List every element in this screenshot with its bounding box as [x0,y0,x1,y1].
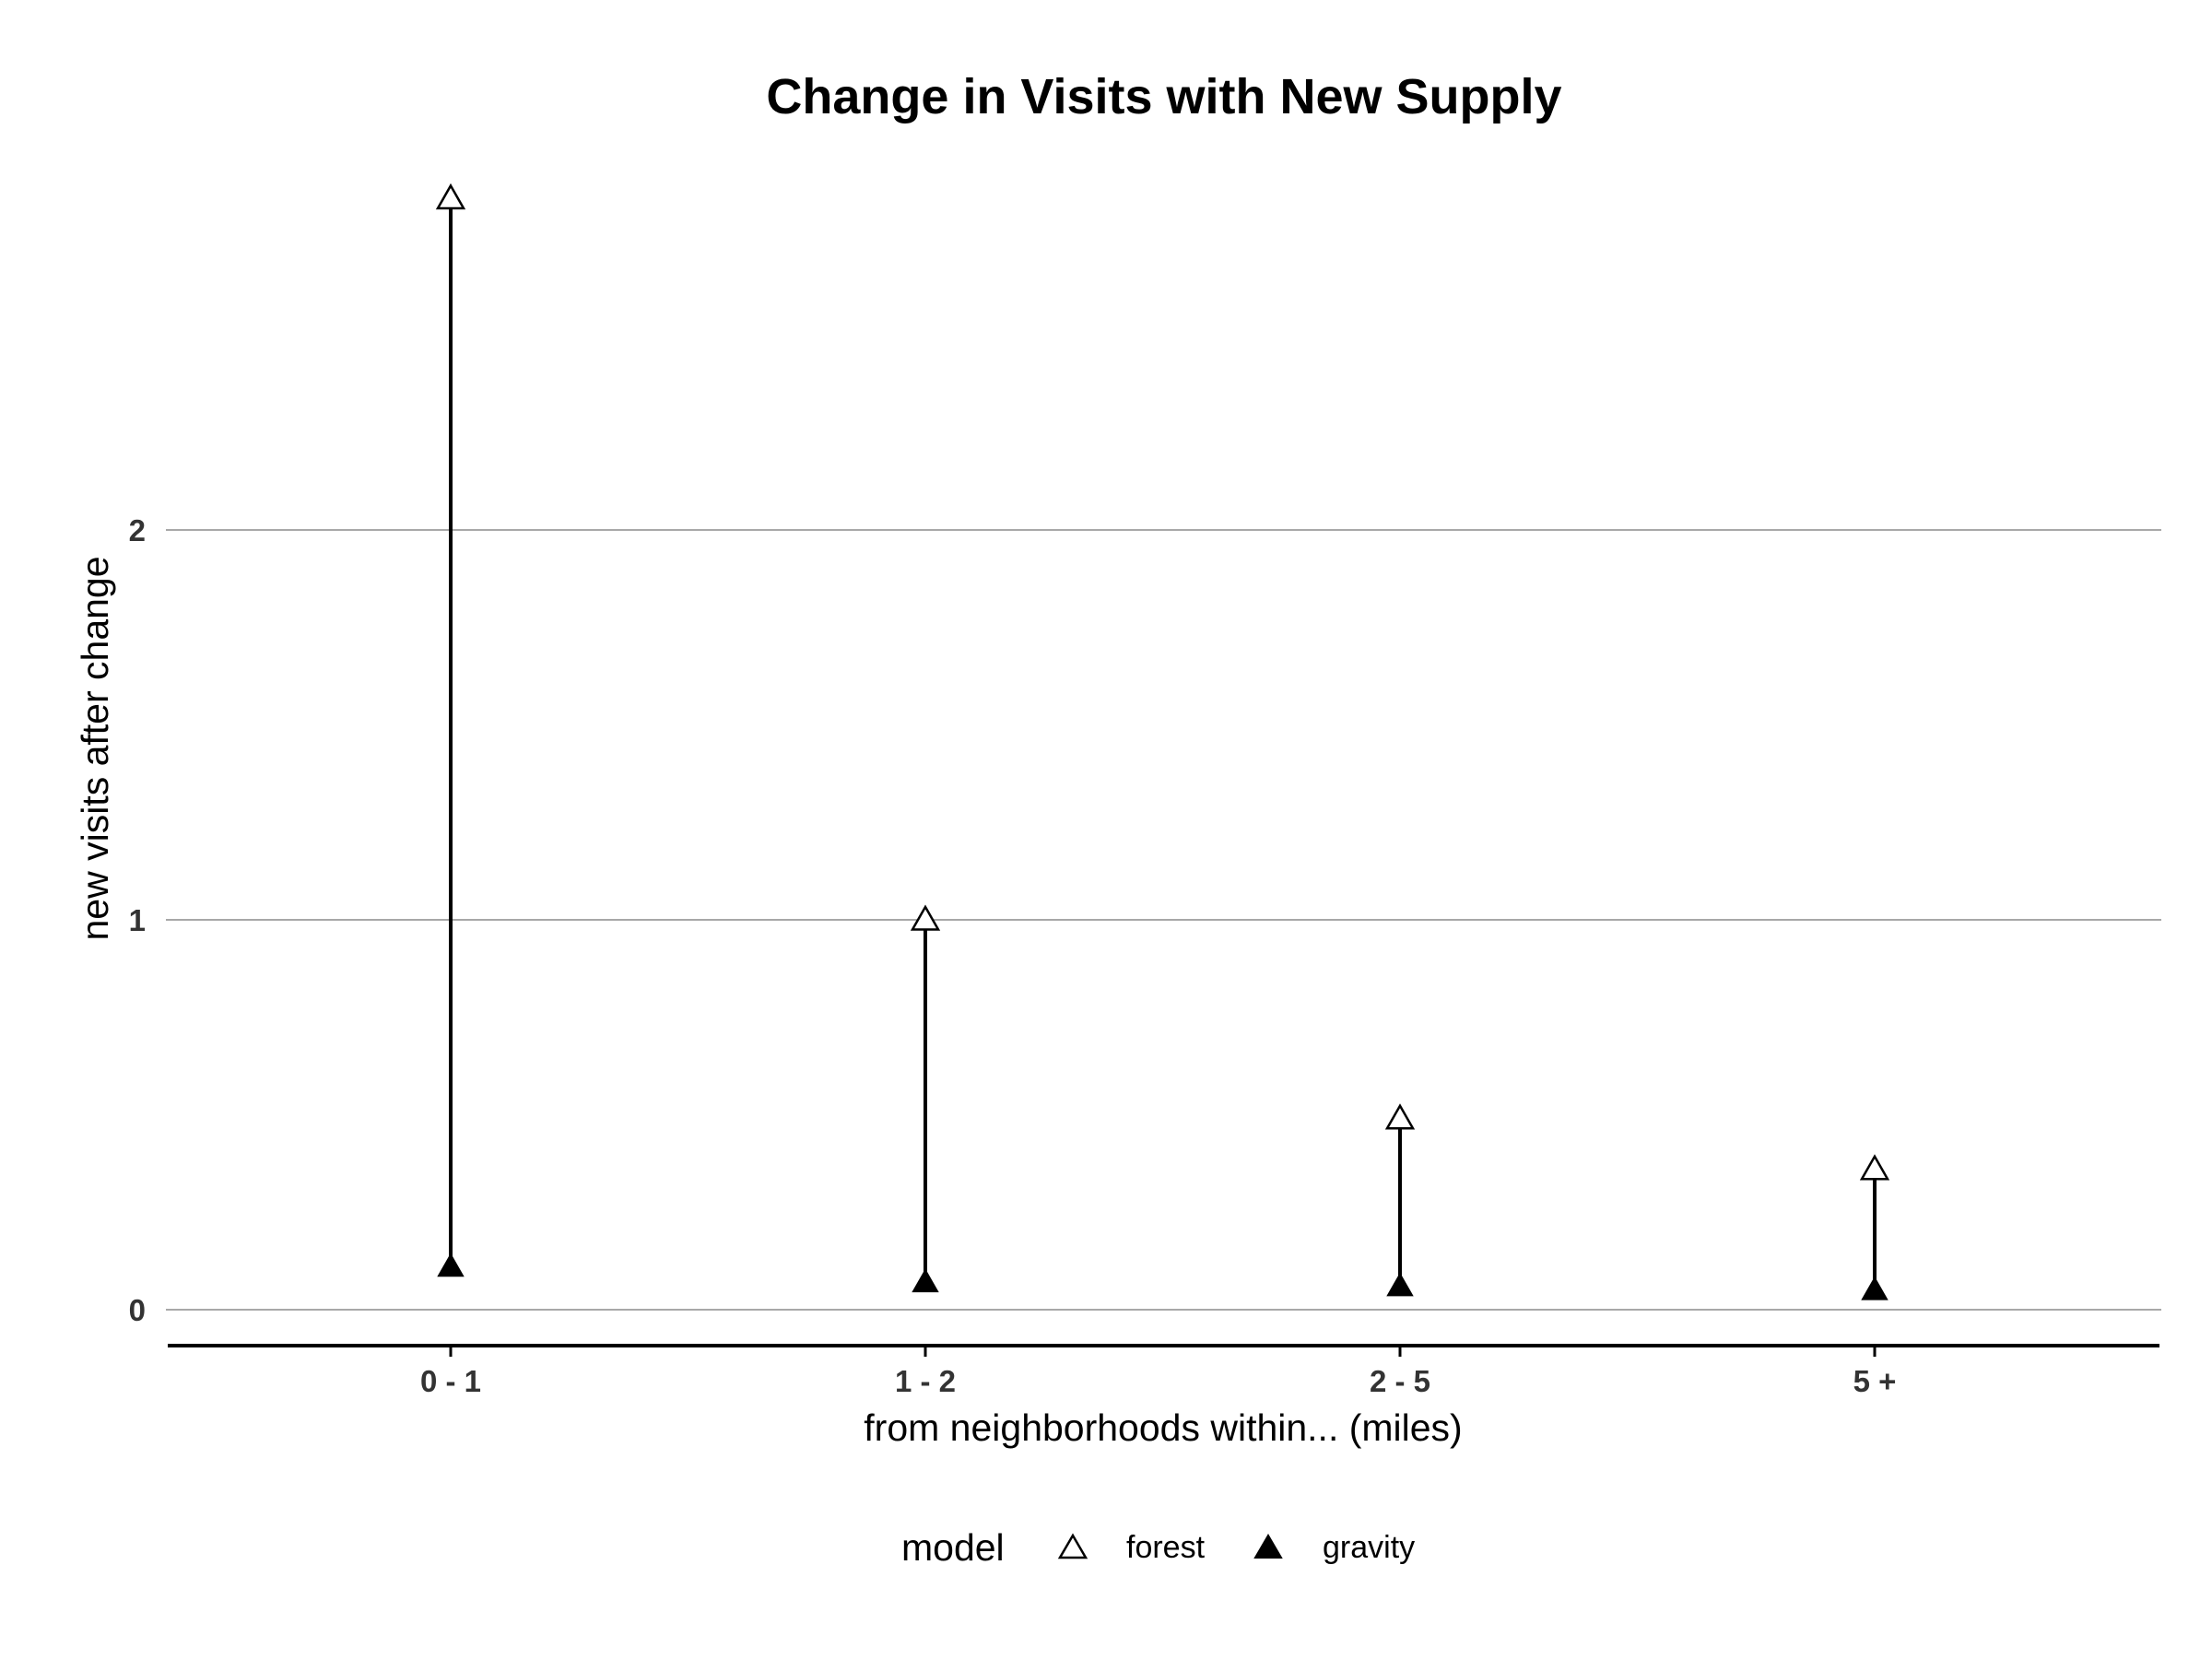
gravity-point [912,1268,939,1293]
y-tick-label: 2 [129,513,146,547]
legend-title: model [901,1526,1005,1569]
forest-point [435,182,466,210]
gravity-point [437,1253,465,1277]
forest-point [910,904,941,931]
forest-point [1384,1103,1416,1130]
x-tick-label: 2 - 5 [1370,1364,1430,1398]
y-tick-labels: 0 1 2 [129,513,146,1327]
data-points [435,182,1890,1300]
x-axis-title: from neighborhoods within... (miles) [864,1406,1462,1449]
x-tick-label: 5 + [1853,1364,1897,1398]
x-tick-labels: 0 - 1 1 - 2 2 - 5 5 + [420,1346,1896,1398]
legend-forest-open-triangle-icon [1057,1533,1088,1559]
y-tick-label: 1 [129,903,146,937]
legend-gravity-filled-triangle-icon [1253,1534,1283,1559]
x-tick-label: 0 - 1 [420,1364,481,1398]
lollipop-stems [449,198,1877,1290]
gravity-point [1861,1276,1888,1300]
y-tick-label: 0 [129,1293,146,1327]
legend-label-forest: forest [1126,1530,1206,1565]
gravity-point [1386,1272,1414,1297]
legend: model forest gravity [901,1526,1415,1569]
gridlines [166,529,2161,1311]
legend-label-gravity: gravity [1323,1530,1415,1565]
forest-point [1859,1154,1890,1181]
x-tick-label: 1 - 2 [895,1364,956,1398]
chart-title: Change in Visits with New Supply [766,69,1561,124]
y-axis-title: new visits after change [74,556,116,940]
